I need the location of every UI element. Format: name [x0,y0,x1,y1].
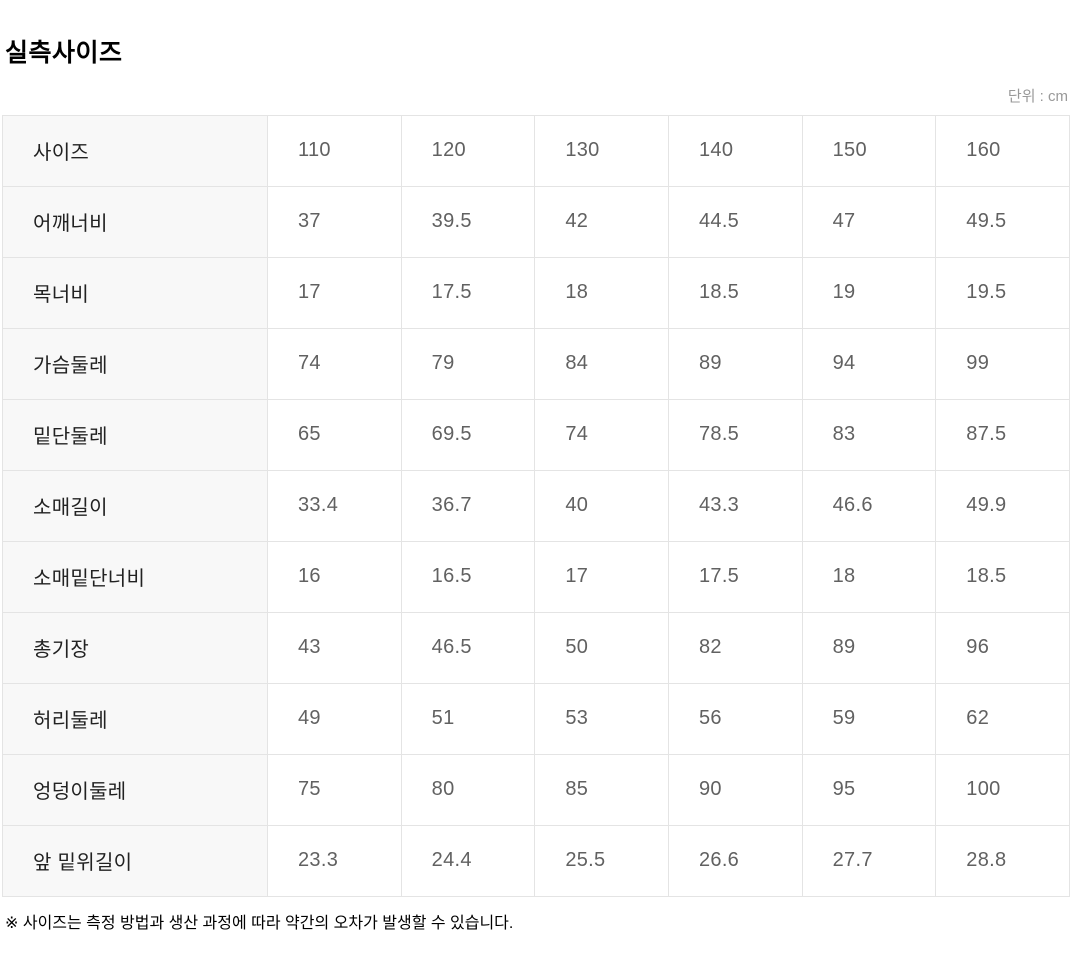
row-value: 69.5 [400,398,536,471]
row-value: 16 [267,540,402,613]
row-label: 엉덩이둘레 [2,753,268,826]
row-value: 51 [400,682,536,755]
table-row: 총기장 43 46.5 50 82 89 96 [2,611,1070,684]
row-value: 59 [801,682,937,755]
row-value: 19 [801,256,937,329]
row-value: 16.5 [400,540,536,613]
row-value: 19.5 [935,256,1070,329]
row-value: 90 [667,753,803,826]
row-label: 사이즈 [2,114,268,187]
row-value: 17.5 [400,256,536,329]
row-value: 140 [667,114,803,187]
row-value: 110 [267,114,402,187]
row-value: 49.5 [935,185,1070,258]
table-row: 소매길이 33.4 36.7 40 43.3 46.6 49.9 [2,469,1070,542]
row-value: 74 [267,327,402,400]
row-value: 83 [801,398,937,471]
row-value: 17 [534,540,669,613]
row-value: 120 [400,114,536,187]
table-row: 어깨너비 37 39.5 42 44.5 47 49.5 [2,185,1070,258]
row-value: 18 [801,540,937,613]
row-label: 소매길이 [2,469,268,542]
row-label: 밑단둘레 [2,398,268,471]
row-value: 130 [534,114,669,187]
size-table: 사이즈 110 120 130 140 150 160 어깨너비 37 39.5 42 44.5 47 4… [2,114,1070,897]
size-note: ※ 사이즈는 측정 방법과 생산 과정에 따라 약간의 오차가 발생할 수 있습… [5,914,514,932]
row-value: 49 [267,682,402,755]
row-value: 18.5 [667,256,803,329]
row-value: 37 [267,185,402,258]
row-value: 39.5 [400,185,536,258]
row-value: 18 [534,256,669,329]
row-value: 25.5 [534,824,669,897]
row-value: 100 [935,753,1070,826]
row-value: 89 [801,611,937,684]
size-table-body: 사이즈 110 120 130 140 150 160 어깨너비 37 39.5 42 44.5 47 4… [2,114,1070,897]
table-row: 앞 밑위길이 23.3 24.4 25.5 26.6 27.7 28.8 [2,824,1070,897]
row-value: 33.4 [267,469,402,542]
row-value: 27.7 [801,824,937,897]
row-value: 46.5 [400,611,536,684]
row-value: 78.5 [667,398,803,471]
row-value: 46.6 [801,469,937,542]
row-value: 89 [667,327,803,400]
row-value: 42 [534,185,669,258]
section-title: 실측사이즈 [5,39,123,67]
row-value: 82 [667,611,803,684]
table-row: 목너비 17 17.5 18 18.5 19 19.5 [2,256,1070,329]
row-value: 44.5 [667,185,803,258]
row-label: 허리둘레 [2,682,268,755]
row-value: 50 [534,611,669,684]
row-label: 목너비 [2,256,268,329]
row-value: 85 [534,753,669,826]
row-value: 96 [935,611,1070,684]
row-value: 23.3 [267,824,402,897]
row-value: 17.5 [667,540,803,613]
row-value: 17 [267,256,402,329]
table-row: 밑단둘레 65 69.5 74 78.5 83 87.5 [2,398,1070,471]
row-value: 43 [267,611,402,684]
row-value: 74 [534,398,669,471]
row-value: 47 [801,185,937,258]
row-value: 18.5 [935,540,1070,613]
row-label: 가슴둘레 [2,327,268,400]
row-value: 80 [400,753,536,826]
row-value: 24.4 [400,824,536,897]
row-label: 총기장 [2,611,268,684]
row-value: 43.3 [667,469,803,542]
row-value: 94 [801,327,937,400]
row-value: 28.8 [935,824,1070,897]
row-value: 65 [267,398,402,471]
row-value: 36.7 [400,469,536,542]
row-label: 앞 밑위길이 [2,824,268,897]
row-label: 어깨너비 [2,185,268,258]
row-value: 84 [534,327,669,400]
table-row: 사이즈 110 120 130 140 150 160 [2,114,1070,187]
row-value: 99 [935,327,1070,400]
table-row: 엉덩이둘레 75 80 85 90 95 100 [2,753,1070,826]
unit-label: 단위 : cm [1007,88,1068,105]
row-value: 75 [267,753,402,826]
row-value: 26.6 [667,824,803,897]
row-value: 150 [801,114,937,187]
row-label: 소매밑단너비 [2,540,268,613]
row-value: 49.9 [935,469,1070,542]
table-row: 소매밑단너비 16 16.5 17 17.5 18 18.5 [2,540,1070,613]
table-row: 가슴둘레 74 79 84 89 94 99 [2,327,1070,400]
row-value: 62 [935,682,1070,755]
row-value: 56 [667,682,803,755]
row-value: 87.5 [935,398,1070,471]
row-value: 79 [400,327,536,400]
row-value: 95 [801,753,937,826]
row-value: 40 [534,469,669,542]
table-row: 허리둘레 49 51 53 56 59 62 [2,682,1070,755]
row-value: 53 [534,682,669,755]
row-value: 160 [935,114,1070,187]
